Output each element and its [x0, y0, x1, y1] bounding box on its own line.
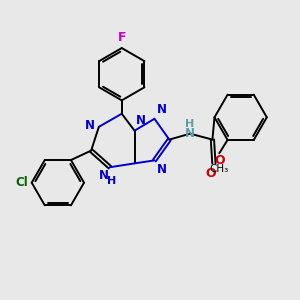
Text: N: N [157, 164, 167, 176]
Text: CH₃: CH₃ [210, 164, 229, 174]
Text: H: H [185, 119, 194, 129]
Text: N: N [184, 127, 194, 140]
Text: Cl: Cl [15, 176, 28, 189]
Text: H: H [107, 176, 116, 186]
Text: O: O [214, 154, 225, 167]
Text: N: N [136, 114, 146, 127]
Text: O: O [205, 167, 216, 180]
Text: N: N [85, 119, 95, 132]
Text: F: F [118, 32, 126, 44]
Text: N: N [98, 169, 108, 182]
Text: N: N [157, 103, 167, 116]
